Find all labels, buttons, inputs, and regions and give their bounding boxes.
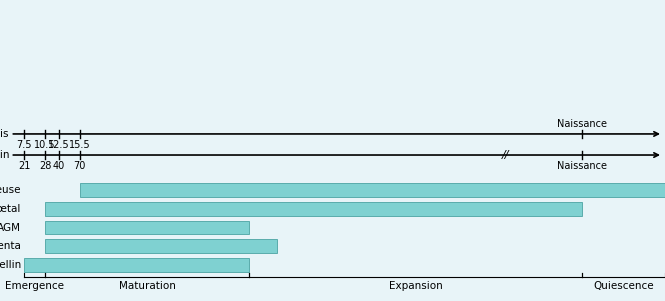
Bar [45,221,249,234]
Bar [45,240,277,253]
Text: Emergence: Emergence [5,281,64,291]
Text: Moelle osseuse: Moelle osseuse [0,185,21,195]
Text: Naissance: Naissance [557,119,607,129]
Text: Foie fœtal: Foie fœtal [0,204,21,214]
Text: 70: 70 [73,161,86,171]
Text: 15.5: 15.5 [69,140,90,150]
Text: Maturation: Maturation [119,281,176,291]
Text: Naissance: Naissance [557,161,607,171]
Bar [45,202,582,216]
Text: Sac vitellin: Sac vitellin [0,260,21,270]
Text: Humain: Humain [0,150,9,160]
Text: 21: 21 [18,161,31,171]
Text: AGM: AGM [0,222,21,233]
Text: 40: 40 [53,161,65,171]
Text: Expansion: Expansion [389,281,442,291]
Text: Souris: Souris [0,129,9,139]
Bar [80,183,665,197]
Text: Placenta: Placenta [0,241,21,251]
Text: //: // [502,150,509,160]
Text: 28: 28 [39,161,51,171]
Text: 12.5: 12.5 [48,140,70,150]
Text: 10.5: 10.5 [35,140,56,150]
Text: 7.5: 7.5 [17,140,32,150]
Bar [24,258,249,272]
Text: Quiescence: Quiescence [593,281,654,291]
